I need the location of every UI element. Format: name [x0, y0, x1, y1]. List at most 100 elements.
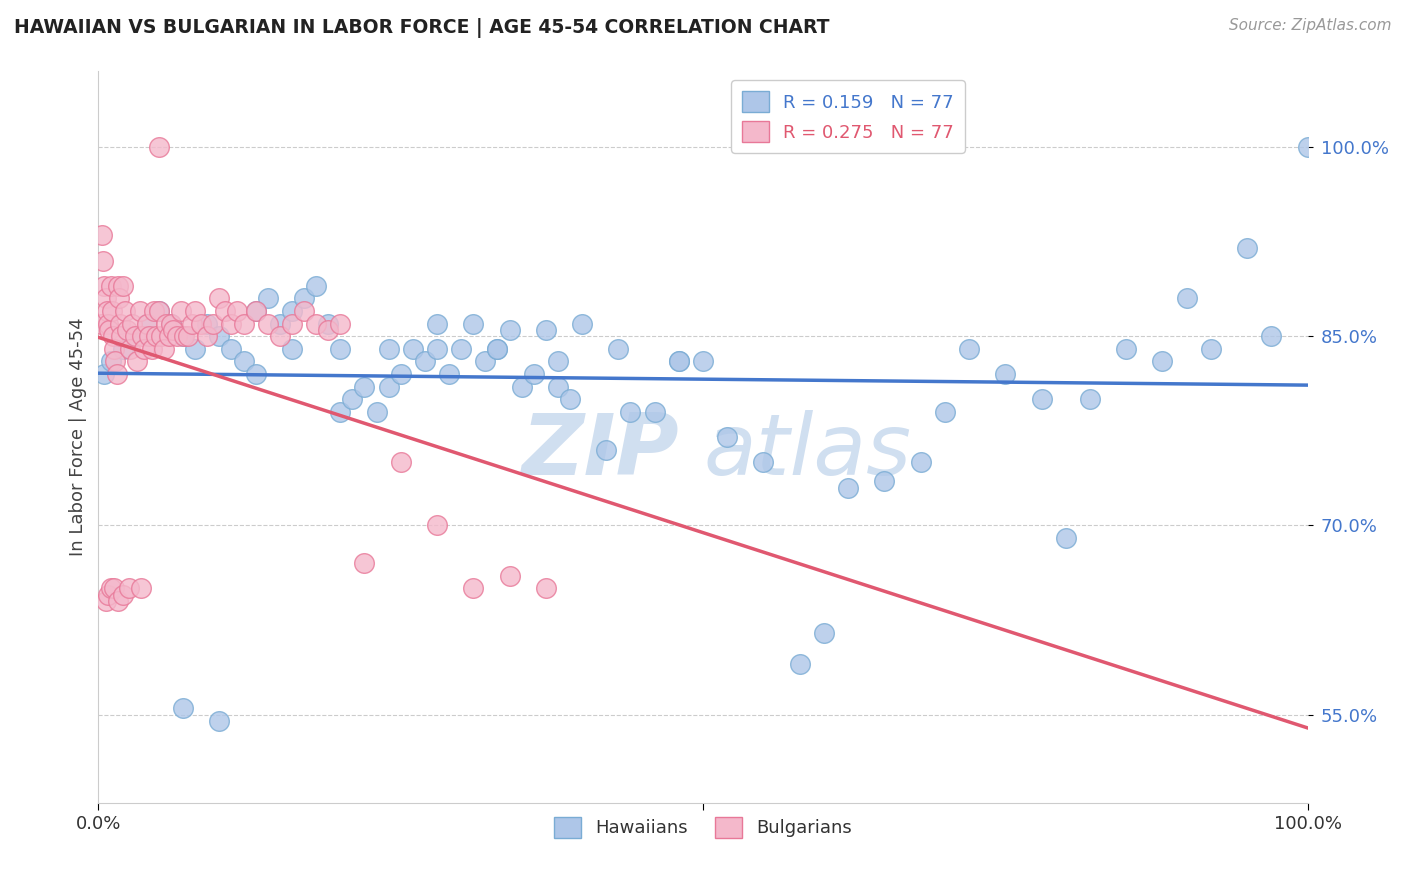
Point [994, 367, 1017, 381]
Point [232, 354, 254, 368]
Point [281, 304, 304, 318]
Point [177, 329, 200, 343]
Point [111, 278, 134, 293]
Point [1054, 531, 1077, 545]
Point [103, 582, 125, 596]
Point [208, 291, 231, 305]
Point [292, 291, 315, 305]
Point [329, 317, 352, 331]
Point [1236, 241, 1258, 255]
Point [789, 657, 811, 671]
Point [281, 342, 304, 356]
Point [111, 588, 134, 602]
Point [329, 342, 352, 356]
Point [108, 317, 131, 331]
Point [245, 304, 267, 318]
Point [184, 304, 207, 318]
Point [94, 594, 117, 608]
Point [1115, 342, 1137, 356]
Point [292, 304, 315, 318]
Point [752, 455, 775, 469]
Point [91, 253, 114, 268]
Point [619, 405, 641, 419]
Point [105, 367, 128, 381]
Point [127, 354, 149, 368]
Point [148, 140, 170, 154]
Point [463, 317, 485, 331]
Text: Source: ZipAtlas.com: Source: ZipAtlas.com [1229, 18, 1392, 33]
Point [101, 329, 124, 343]
Point [873, 474, 896, 488]
Point [195, 317, 218, 331]
Point [910, 455, 932, 469]
Point [107, 278, 129, 293]
Point [100, 304, 122, 318]
Point [402, 342, 425, 356]
Point [837, 481, 859, 495]
Point [93, 278, 115, 293]
Point [100, 354, 122, 368]
Point [486, 342, 509, 356]
Point [342, 392, 364, 407]
Point [117, 323, 139, 337]
Point [558, 392, 581, 407]
Point [1296, 140, 1319, 154]
Point [98, 323, 121, 337]
Point [100, 582, 122, 596]
Point [190, 317, 212, 331]
Point [208, 329, 231, 343]
Point [353, 379, 375, 393]
Point [329, 405, 352, 419]
Point [426, 342, 449, 356]
Point [534, 323, 557, 337]
Point [141, 342, 163, 356]
Point [150, 329, 173, 343]
Point [111, 342, 134, 356]
Point [118, 582, 141, 596]
Point [107, 594, 129, 608]
Point [172, 701, 194, 715]
Point [129, 582, 152, 596]
Point [97, 317, 120, 331]
Point [208, 714, 231, 728]
Point [103, 342, 125, 356]
Point [510, 379, 533, 393]
Point [155, 317, 177, 331]
Point [474, 354, 496, 368]
Point [160, 317, 183, 331]
Point [118, 342, 141, 356]
Point [134, 342, 156, 356]
Point [498, 569, 520, 583]
Point [124, 329, 146, 343]
Point [644, 405, 666, 419]
Point [595, 442, 617, 457]
Point [90, 317, 112, 331]
Point [221, 317, 243, 331]
Point [138, 329, 160, 343]
Point [172, 329, 194, 343]
Point [463, 582, 485, 596]
Point [269, 317, 291, 331]
Point [692, 354, 714, 368]
Point [152, 342, 174, 356]
Point [377, 379, 399, 393]
Point [184, 342, 207, 356]
Point [389, 455, 412, 469]
Point [269, 329, 291, 343]
Point [957, 342, 980, 356]
Point [534, 582, 557, 596]
Text: ZIP: ZIP [522, 410, 679, 493]
Point [934, 405, 956, 419]
Point [226, 304, 249, 318]
Point [96, 304, 118, 318]
Point [1078, 392, 1101, 407]
Point [202, 317, 225, 331]
Point [128, 304, 150, 318]
Point [110, 329, 132, 343]
Point [131, 329, 153, 343]
Point [93, 367, 115, 381]
Point [173, 329, 195, 343]
Point [450, 342, 472, 356]
Point [1031, 392, 1053, 407]
Point [316, 317, 339, 331]
